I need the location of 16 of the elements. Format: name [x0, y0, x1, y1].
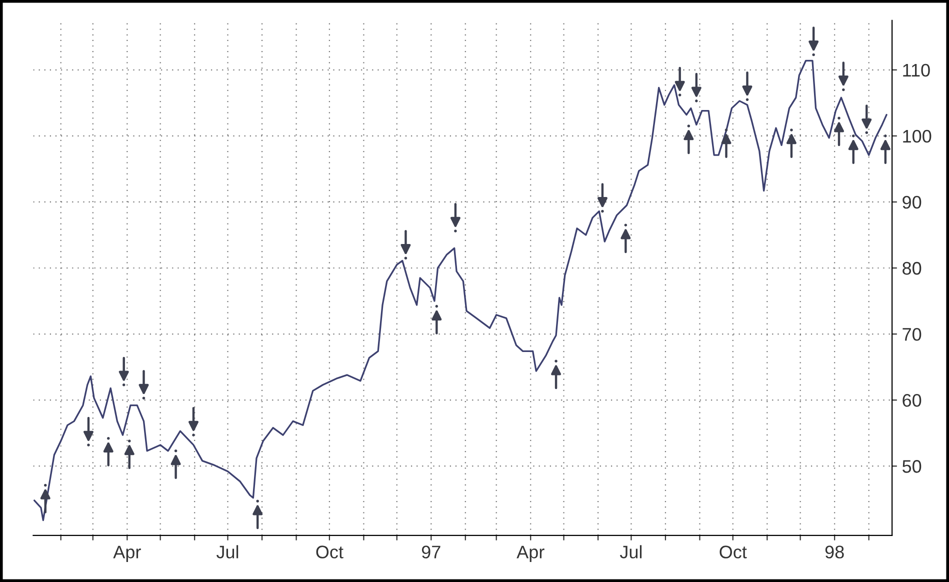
line-series	[33, 60, 888, 522]
x-tick-label: 98	[825, 546, 844, 558]
x-tick-label: Jul	[620, 545, 642, 558]
x-tick-label: Oct	[720, 546, 747, 558]
x-tick-label: Apr	[113, 546, 141, 562]
y-tick-label: 70	[902, 328, 922, 341]
x-tick-label: Oct	[316, 546, 344, 558]
x-tick-label: Apr	[516, 546, 544, 562]
y-tick-label: 60	[902, 394, 922, 407]
y-tick-label: 80	[902, 262, 922, 275]
x-tick-label: Jul	[216, 545, 238, 558]
y-tick-label: 90	[902, 196, 922, 209]
y-tick-label: 100	[903, 130, 932, 143]
y-tick-label: 50	[902, 460, 922, 473]
y-tick-label: 110	[903, 64, 930, 77]
x-tick-label: 97	[422, 546, 440, 558]
